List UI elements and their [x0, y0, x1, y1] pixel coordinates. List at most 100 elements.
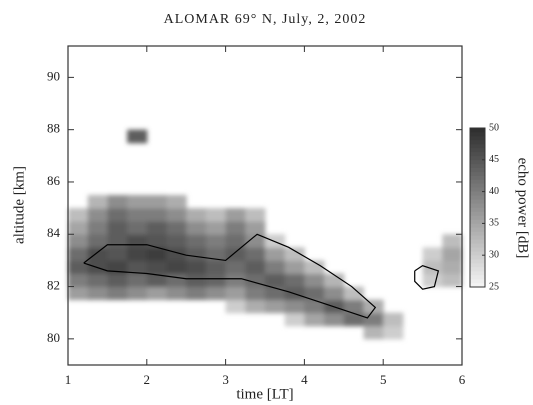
heat-cell	[147, 287, 167, 301]
colorbar-step	[470, 275, 485, 279]
heat-cell	[127, 130, 147, 144]
heat-cell	[186, 234, 206, 248]
heat-cell	[324, 287, 344, 301]
heat-cell	[127, 247, 147, 261]
heat-cell	[226, 300, 246, 314]
heat-cell	[88, 221, 108, 235]
heat-cell	[265, 260, 285, 274]
heat-cell	[226, 221, 246, 235]
heat-cell	[206, 221, 226, 235]
heat-cell	[167, 260, 187, 274]
heat-cell	[186, 287, 206, 301]
y-tick-label: 80	[47, 330, 60, 345]
colorbar-tick-label: 40	[489, 186, 499, 197]
y-tick-label: 86	[47, 173, 61, 188]
heat-cell	[68, 273, 88, 287]
colorbar-step	[470, 184, 485, 188]
colorbar-step	[470, 196, 485, 200]
heat-cell	[442, 247, 462, 261]
heat-cell	[107, 287, 127, 301]
heat-cell	[186, 273, 206, 287]
heat-cell	[245, 221, 265, 235]
heat-cell	[383, 313, 403, 327]
x-tick-label: 6	[459, 372, 466, 387]
colorbar-step	[470, 172, 485, 176]
heat-cell	[245, 287, 265, 301]
heat-cell	[186, 208, 206, 222]
heat-cell	[364, 326, 384, 340]
heat-cell	[127, 195, 147, 209]
colorbar-step	[470, 192, 485, 196]
heat-cell	[107, 234, 127, 248]
heat-cell	[285, 300, 305, 314]
x-tick-label: 2	[144, 372, 151, 387]
heat-cell	[167, 208, 187, 222]
heat-cell	[127, 234, 147, 248]
heat-cell	[285, 260, 305, 274]
colorbar-step	[470, 259, 485, 263]
heat-cell	[167, 221, 187, 235]
colorbar-step	[470, 128, 485, 132]
heat-cell	[206, 260, 226, 274]
heat-cell	[206, 234, 226, 248]
heat-cell	[285, 273, 305, 287]
heat-cell	[206, 273, 226, 287]
chart: ALOMAR 69° N, July, 2, 2002 time [LT] al…	[0, 0, 533, 405]
colorbar-step	[470, 255, 485, 259]
heat-cell	[285, 247, 305, 261]
colorbar-step	[470, 152, 485, 156]
colorbar-tick-label: 45	[489, 154, 499, 165]
y-tick-label: 84	[47, 225, 61, 240]
heat-cell	[167, 287, 187, 301]
heat-cell	[167, 234, 187, 248]
colorbar-step	[470, 243, 485, 247]
heat-cell	[107, 273, 127, 287]
x-tick-label: 3	[222, 372, 229, 387]
heat-cell	[107, 195, 127, 209]
heat-cell	[442, 273, 462, 287]
heat-cell	[245, 208, 265, 222]
heat-cell	[127, 287, 147, 301]
colorbar-tick-label: 25	[489, 281, 499, 292]
heat-cell	[265, 300, 285, 314]
heat-cell	[68, 208, 88, 222]
heat-cell	[167, 273, 187, 287]
colorbar-tick-label: 35	[489, 218, 499, 229]
colorbar-step	[470, 211, 485, 215]
colorbar-step	[470, 148, 485, 152]
heat-cell	[88, 234, 108, 248]
heat-cell	[186, 247, 206, 261]
heat-cell	[423, 247, 443, 261]
heat-cell	[226, 273, 246, 287]
colorbar-step	[470, 176, 485, 180]
y-axis-label: altitude [km]	[11, 166, 27, 244]
heat-cell	[68, 287, 88, 301]
heat-cell	[88, 247, 108, 261]
heat-cell	[206, 208, 226, 222]
heat-cell	[186, 260, 206, 274]
colorbar-tick-label: 50	[489, 122, 499, 133]
heat-cell	[226, 208, 246, 222]
heat-cell	[167, 195, 187, 209]
heat-cell	[245, 260, 265, 274]
colorbar-step	[470, 136, 485, 140]
colorbar-label: echo power [dB]	[515, 158, 531, 259]
heat-cell	[324, 313, 344, 327]
y-tick-label: 88	[47, 121, 60, 136]
colorbar-step	[470, 140, 485, 144]
x-tick-label: 1	[65, 372, 72, 387]
heat-cell	[226, 260, 246, 274]
colorbar-step	[470, 235, 485, 239]
heat-cell	[147, 260, 167, 274]
colorbar-step	[470, 247, 485, 251]
heat-cell	[107, 208, 127, 222]
colorbar-step	[470, 180, 485, 184]
heat-cell	[304, 300, 324, 314]
heat-cell	[107, 221, 127, 235]
heat-cell	[147, 195, 167, 209]
heat-cell	[107, 247, 127, 261]
y-tick-label: 82	[47, 278, 60, 293]
colorbar-step	[470, 231, 485, 235]
heat-cell	[88, 195, 108, 209]
heatmap	[68, 130, 463, 340]
